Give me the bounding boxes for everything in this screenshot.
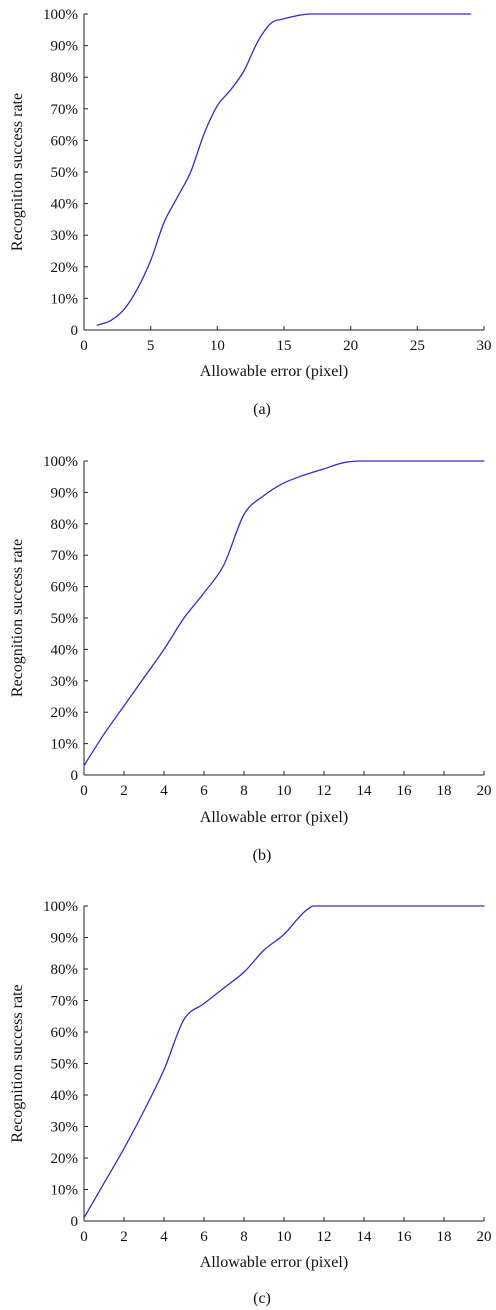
x-tick-label: 10 [277,783,292,799]
x-axis-title: Allowable error (pixel) [200,363,348,380]
x-tick-label: 14 [357,1229,373,1245]
figure-caption: (b) [253,847,272,864]
y-tick-label: 60% [51,1025,79,1041]
x-tick-label: 15 [277,338,292,354]
y-tick-label: 10% [51,1183,79,1199]
y-tick-label: 70% [51,994,79,1010]
chart-c: 0 10% 20% 30% 40% 50% 60% 70% 80% 90% 100% 0 2 4 6 8 10 1… [9,899,492,1307]
y-tick-label: 60% [51,580,79,596]
x-tick-label: 4 [160,1229,168,1245]
y-tick-label: 90% [51,931,79,947]
series-line [83,905,485,1219]
series-line [96,13,472,326]
x-tick-label: 6 [200,783,208,799]
y-tick-label: 50% [51,611,79,627]
y-tick-label: 90% [51,485,79,501]
x-axis-title: Allowable error (pixel) [200,1254,348,1271]
y-tick-label: 100% [43,454,78,470]
y-axis-title: Recognition success rate [9,93,26,251]
x-tick-label: 6 [200,1229,208,1245]
x-tick-label: 20 [477,1229,492,1245]
x-tick-label: 5 [147,338,155,354]
y-tick-label: 50% [51,1057,79,1073]
figure-caption: (c) [253,1290,271,1307]
y-tick-label: 80% [51,517,79,533]
x-tick-label: 16 [397,1229,413,1245]
x-tick-label: 12 [317,783,332,799]
chart-b: 0 10% 20% 30% 40% 50% 60% 70% 80% 90% 100% 0 2 4 6 8 10 1… [9,454,492,864]
y-tick-label: 0 [71,1214,79,1230]
x-tick-label: 8 [240,1229,248,1245]
y-tick-label: 20% [51,260,79,276]
y-tick-label: 100% [43,899,78,915]
y-tick-label: 30% [51,674,79,690]
y-tick-label: 30% [51,1120,79,1136]
y-axis-title: Recognition success rate [9,984,26,1142]
chart-a: 0 10% 20% 30% 40% 50% 60% 70% 80% 90% 100% 0 5 10 15 20… [9,7,492,418]
x-tick-label: 4 [160,783,168,799]
y-tick-label: 40% [51,642,79,658]
y-tick-label: 80% [51,962,79,978]
y-tick-label: 70% [51,102,79,118]
x-tick-label: 2 [120,1229,128,1245]
x-tick-label: 14 [357,783,373,799]
y-tick-label: 40% [51,1088,79,1104]
y-tick-label: 10% [51,737,79,753]
x-tick-label: 0 [80,338,88,354]
x-tick-label: 20 [477,783,492,799]
y-tick-label: 10% [51,291,79,307]
y-tick-label: 80% [51,70,79,86]
x-tick-label: 30 [477,338,492,354]
figure-caption: (a) [253,401,271,418]
y-tick-label: 50% [51,165,79,181]
y-tick-label: 70% [51,548,79,564]
x-tick-label: 0 [80,783,88,799]
y-axis-title: Recognition success rate [9,539,26,697]
y-tick-label: 90% [51,39,79,55]
y-tick-label: 20% [51,1151,79,1167]
y-tick-label: 0 [71,768,79,784]
x-tick-label: 0 [80,1229,88,1245]
x-tick-label: 10 [210,338,225,354]
y-tick-label: 60% [51,133,79,149]
x-tick-label: 12 [317,1229,332,1245]
y-tick-label: 20% [51,705,79,721]
y-tick-label: 40% [51,197,79,213]
x-tick-label: 18 [437,1229,452,1245]
x-tick-label: 18 [437,783,452,799]
series-line [83,460,485,767]
x-tick-label: 2 [120,783,128,799]
y-tick-label: 30% [51,228,79,244]
x-axis-title: Allowable error (pixel) [200,809,348,826]
x-tick-label: 16 [397,783,413,799]
y-tick-label: 0 [71,323,79,339]
x-tick-label: 25 [410,338,425,354]
x-tick-label: 10 [277,1229,292,1245]
y-tick-label: 100% [43,7,78,23]
x-tick-label: 20 [343,338,358,354]
x-tick-label: 8 [240,783,248,799]
